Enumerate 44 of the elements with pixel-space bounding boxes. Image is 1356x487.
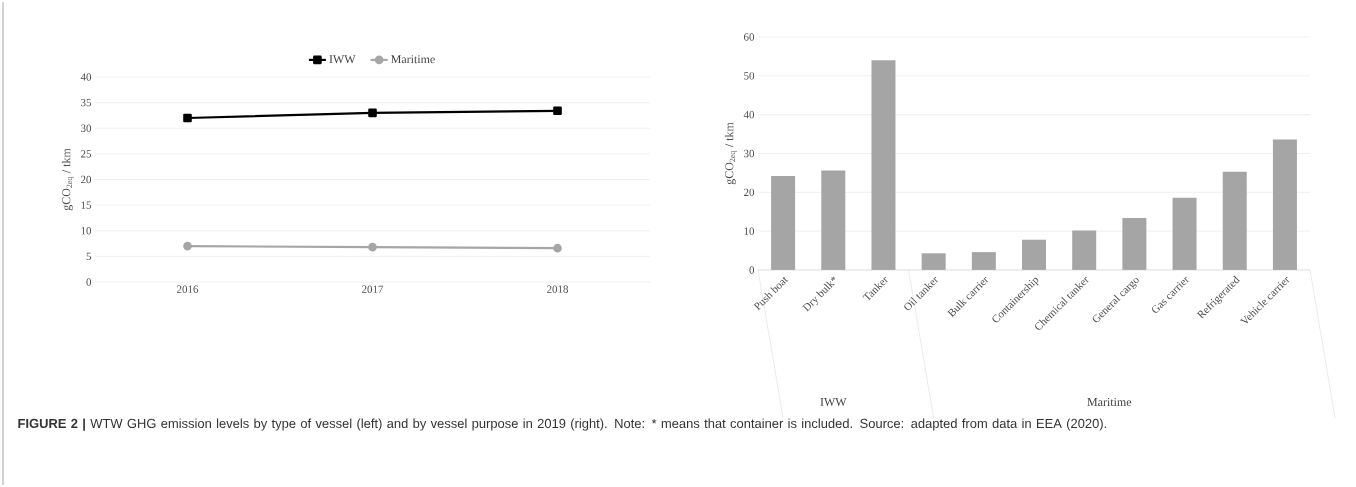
- text: FIGURE 2 | WTW GHG emission levels by type of vessel (left) and by vessel purpose in 2019 (right). Note: * means that container is included. Source: adapted from data in EEA (2020).: [18, 418, 1107, 431]
- y-tick-label: 0: [749, 266, 755, 274]
- point: [183, 113, 192, 123]
- y-tick-label: 30: [81, 124, 92, 132]
- y-tick-label: 25: [81, 150, 92, 158]
- y-tick-label: 0: [86, 278, 92, 286]
- bar: [921, 253, 946, 270]
- bar: [1172, 197, 1197, 270]
- x-tick-label: 2018: [547, 285, 569, 293]
- y-tick-label: 35: [81, 98, 92, 107]
- bar: [1072, 230, 1097, 270]
- bar: [1122, 217, 1147, 270]
- y-axis-title: gCO$_{2eq}$ / tkm: [61, 148, 74, 211]
- text: IWW: [820, 398, 847, 407]
- bar: [1272, 139, 1297, 270]
- y-tick-label: 40: [743, 110, 755, 119]
- point: [368, 242, 377, 252]
- bar: [771, 176, 796, 270]
- bar: [821, 170, 846, 270]
- legend-label: IWW: [329, 55, 356, 64]
- legend-label: Maritime: [391, 55, 435, 64]
- y-axis-title: gCO$_{2eq}$ / tkm: [724, 122, 737, 185]
- x-tick-label: 2016: [177, 285, 199, 293]
- point: [368, 108, 377, 118]
- y-tick-label: 10: [744, 227, 755, 235]
- bar: [971, 252, 996, 270]
- x-tick-label: Push boat: [753, 276, 789, 311]
- y-tick-label: 5: [86, 252, 92, 261]
- bar: [1022, 239, 1047, 270]
- point: [183, 241, 192, 251]
- text: Maritime: [1087, 397, 1132, 407]
- y-tick-label: 20: [81, 175, 92, 184]
- y-tick-label: 30: [744, 149, 755, 158]
- x-tick-label: 2017: [362, 285, 384, 293]
- y-tick-label: 50: [744, 72, 755, 80]
- y-tick-label: 60: [744, 33, 755, 41]
- bar: [871, 60, 896, 270]
- y-tick-label: 15: [81, 201, 92, 209]
- y-tick-label: 10: [81, 227, 92, 235]
- y-tick-label: 20: [744, 188, 755, 197]
- point: [553, 106, 562, 116]
- point: [553, 243, 562, 253]
- bar: [1222, 171, 1247, 270]
- y-tick-label: 40: [80, 73, 92, 81]
